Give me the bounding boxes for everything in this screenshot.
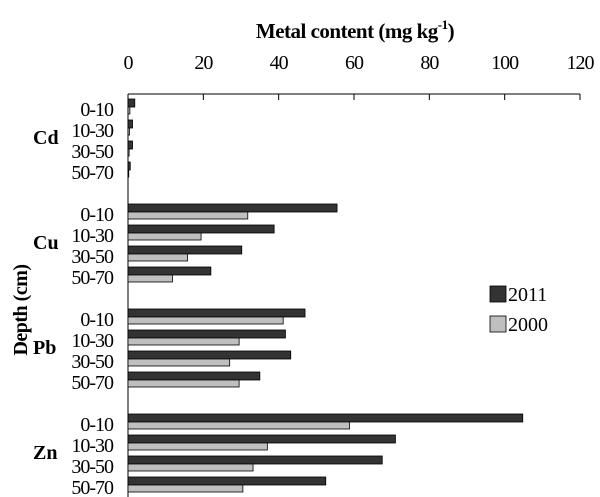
x-tick-label: 0 xyxy=(124,52,134,74)
depth-label: 30-50 xyxy=(71,351,114,373)
depth-label: 10-30 xyxy=(71,225,114,247)
chart-title-main: Metal content (mg kg xyxy=(256,19,439,43)
depth-label: 30-50 xyxy=(71,141,114,163)
depth-label: 10-30 xyxy=(71,120,114,142)
x-tick-label: 20 xyxy=(194,52,213,74)
depth-label: 30-50 xyxy=(71,246,114,268)
bar-2011 xyxy=(127,350,292,360)
bar-2000 xyxy=(127,169,130,178)
bar-2011 xyxy=(127,476,327,486)
bar-2011 xyxy=(127,140,133,150)
bar-2000 xyxy=(127,232,202,241)
bar-2000 xyxy=(127,274,173,283)
x-tick-label: 60 xyxy=(345,52,364,74)
x-tick-label: 120 xyxy=(567,52,595,74)
legend: 2011 2000 xyxy=(489,284,548,336)
bar-2000 xyxy=(127,463,254,472)
chart-title-superscript: -1 xyxy=(438,17,448,32)
bars xyxy=(127,98,524,493)
legend-label: 2011 xyxy=(508,284,547,306)
depth-label: 50-70 xyxy=(71,477,114,497)
depth-label: 50-70 xyxy=(71,267,114,289)
bar-2011 xyxy=(127,245,243,255)
depth-label: 10-30 xyxy=(71,330,114,352)
bar-2011 xyxy=(127,224,275,234)
depth-label: 0-10 xyxy=(80,309,114,331)
bar-2000 xyxy=(127,358,231,367)
bar-2000 xyxy=(127,316,284,325)
bar-2000 xyxy=(127,421,350,430)
depth-label: 50-70 xyxy=(71,372,114,394)
bar-2000 xyxy=(127,148,130,157)
metal-label: Zn xyxy=(33,442,57,464)
legend-swatch xyxy=(489,285,507,303)
bar-2011 xyxy=(127,329,286,339)
bar-2011 xyxy=(127,455,383,465)
metal-label: Pb xyxy=(33,337,56,359)
bar-2000 xyxy=(127,253,188,262)
bar-2011 xyxy=(127,161,131,171)
x-tick-label: 40 xyxy=(270,52,289,74)
bar-2011 xyxy=(127,119,133,129)
chart-title-close: ) xyxy=(448,19,455,43)
depth-label: 0-10 xyxy=(80,204,114,226)
bar-2000 xyxy=(127,379,240,388)
depth-label: 50-70 xyxy=(71,162,114,184)
bar-2000 xyxy=(127,337,240,346)
legend-label: 2000 xyxy=(508,314,548,336)
x-tick-label: 100 xyxy=(491,52,519,74)
y-axis-label: Depth (cm) xyxy=(10,264,32,355)
bar-2011 xyxy=(127,98,136,108)
depth-label: 0-10 xyxy=(80,414,114,436)
bar-2011 xyxy=(127,413,524,423)
bar-2011 xyxy=(127,308,306,318)
depth-labels: 0-1010-3030-5050-700-1010-3030-5050-700-… xyxy=(71,99,115,497)
depth-label: 0-10 xyxy=(80,99,114,121)
bar-2011 xyxy=(127,203,338,213)
bar-2000 xyxy=(127,484,244,493)
x-tick-label: 80 xyxy=(420,52,439,74)
depth-label: 10-30 xyxy=(71,435,114,457)
bar-2011 xyxy=(127,434,396,444)
metal-label: Cd xyxy=(33,127,59,149)
bar-2000 xyxy=(127,106,131,115)
bar-2000 xyxy=(127,127,130,136)
bar-2011 xyxy=(127,266,212,276)
bar-2011 xyxy=(127,371,261,381)
chart-title: Metal content (mg kg-1) xyxy=(256,17,455,43)
bar-2000 xyxy=(127,211,249,220)
metal-labels: Cd Cu Pb Zn xyxy=(33,127,59,464)
metal-label: Cu xyxy=(33,232,59,254)
x-axis: 0 20 40 60 80 100 120 xyxy=(124,52,596,100)
bar-2000 xyxy=(127,442,268,451)
depth-label: 30-50 xyxy=(71,456,114,478)
legend-swatch xyxy=(489,315,507,333)
